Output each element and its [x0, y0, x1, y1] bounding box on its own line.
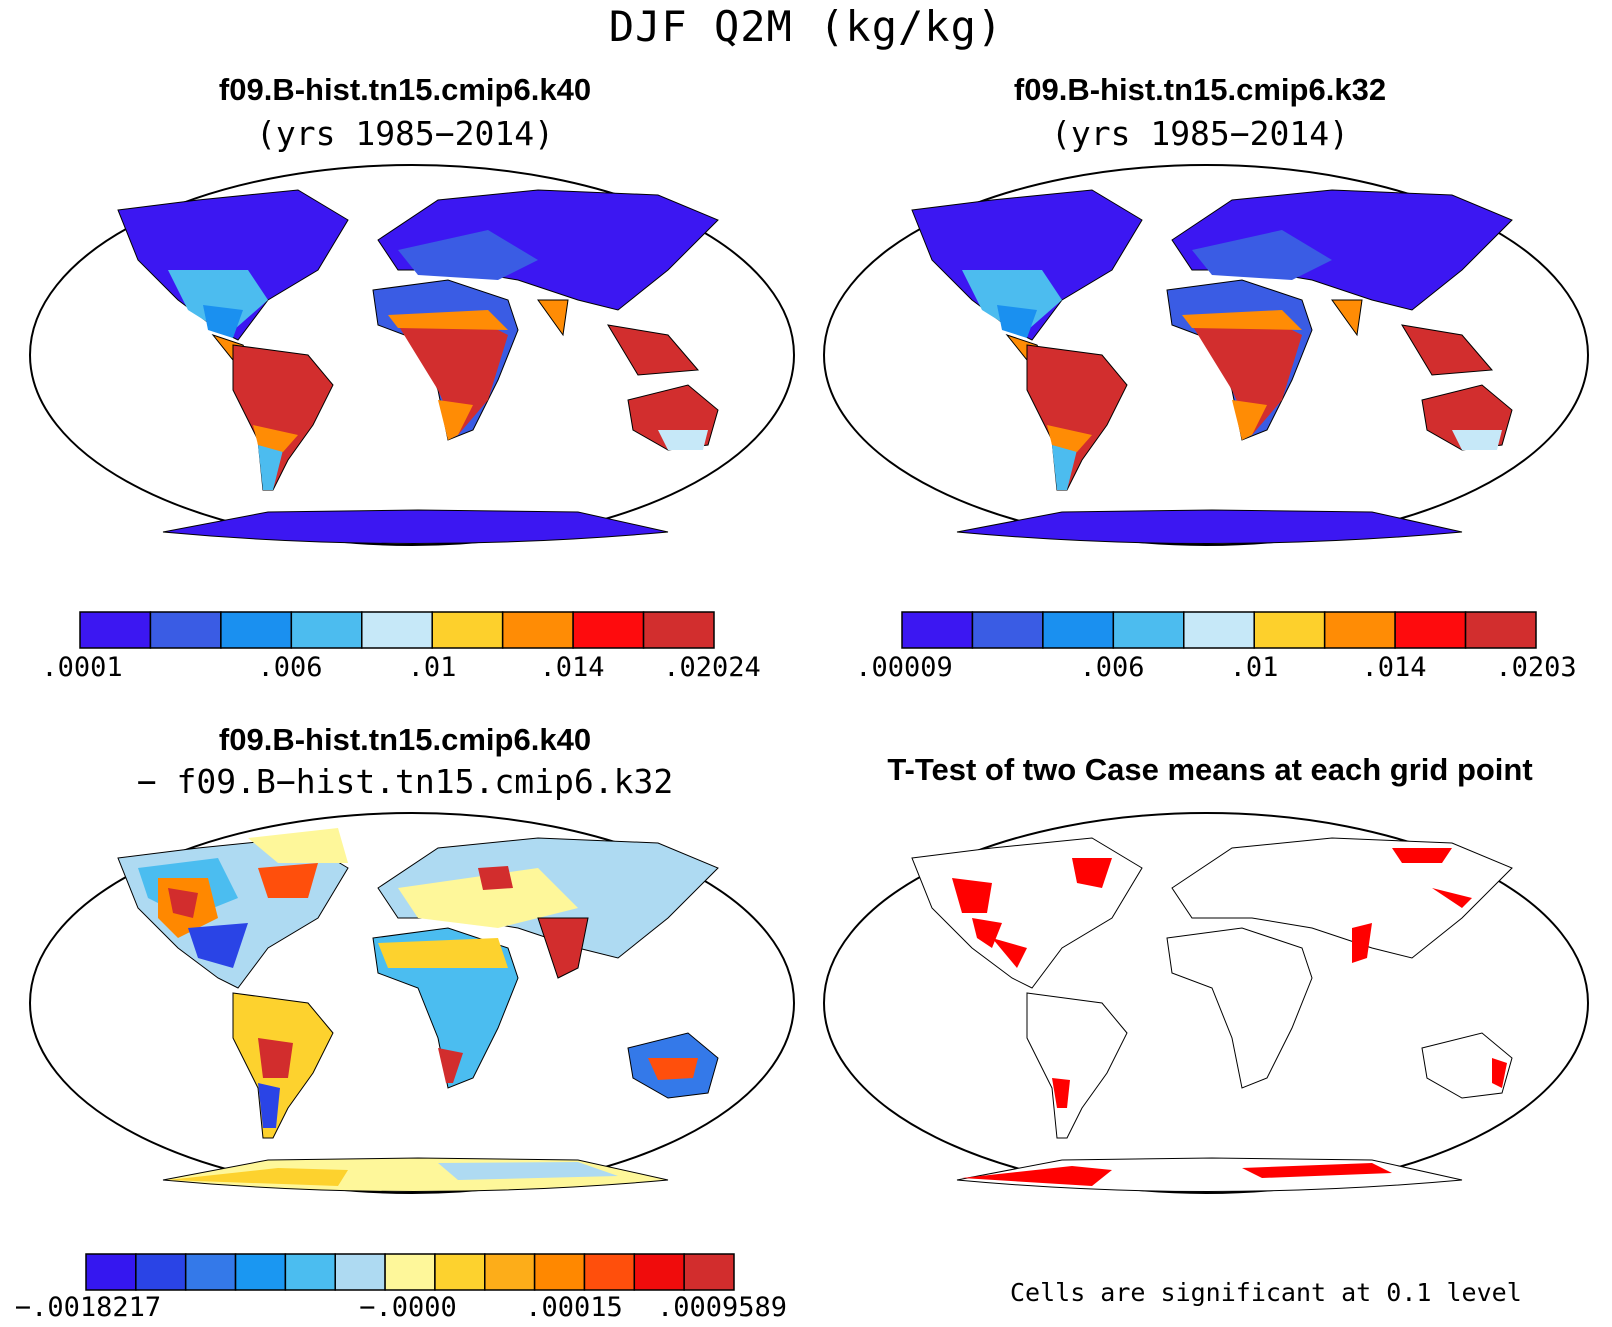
figure-title: DJF Q2M (kg/kg): [608, 2, 1004, 51]
colorbar-bottom-left-label: .0009589: [656, 1292, 788, 1323]
colorbar-swatch: [284, 1253, 336, 1291]
colorbar-swatch: [533, 1253, 586, 1291]
colorbar-swatch: [434, 1253, 486, 1291]
colorbar-top-left-label: .006: [257, 652, 323, 683]
colorbar-swatch: [572, 611, 645, 649]
colorbar-top-right-label: .01: [1229, 652, 1279, 683]
colorbar-swatch: [1464, 611, 1537, 649]
map-top-right: [823, 164, 1589, 546]
colorbar-swatch: [361, 611, 433, 649]
colorbar-swatch: [290, 611, 363, 649]
colorbar-swatch: [149, 611, 222, 649]
colorbar-swatch: [1394, 611, 1467, 649]
colorbar-swatch: [384, 1253, 436, 1291]
colorbar-swatch: [683, 1253, 735, 1291]
panel-title-top-left: f09.B-hist.tn15.cmip6.k40: [218, 72, 592, 107]
colorbar-swatch: [234, 1253, 287, 1291]
panel-years-top-left: (yrs 1985−2014): [255, 114, 554, 153]
panel-title-bottom-right: T-Test of two Case means at each grid po…: [887, 752, 1533, 787]
colorbar-bottom-left-label: −.0018217: [14, 1292, 162, 1323]
colorbar-swatch: [642, 611, 715, 649]
colorbar-top-right-label: .0203: [1495, 652, 1577, 683]
colorbar-swatch: [184, 1253, 237, 1291]
colorbar-top-right-label: .00009: [855, 652, 953, 683]
panel-title-top-right: f09.B-hist.tn15.cmip6.k32: [1013, 72, 1387, 107]
colorbar-swatch: [431, 611, 504, 649]
colorbar-swatch: [1323, 611, 1396, 649]
colorbar-bottom-left-label: −.0000: [359, 1292, 457, 1323]
map-bottom-right: [823, 812, 1589, 1194]
colorbar-top-right-label: .014: [1361, 652, 1427, 683]
map-bottom-left: [29, 812, 795, 1194]
south-america-land: [232, 344, 334, 491]
colorbar-swatch: [901, 611, 974, 649]
colorbar-top-left-label: .02024: [663, 652, 761, 683]
colorbar-swatch: [85, 1253, 137, 1291]
panel-title-bottom-left: f09.B-hist.tn15.cmip6.k40: [218, 722, 592, 757]
significance-note: Cells are significant at 0.1 level: [1010, 1278, 1522, 1307]
colorbar-top-left-label: .0001: [41, 652, 123, 683]
panel-minus-bottom-left: − f09.B−hist.tn15.cmip6.k32: [136, 762, 674, 801]
colorbar-bottom-left: [85, 1253, 735, 1291]
colorbar-swatch: [135, 1253, 187, 1291]
colorbar-swatch: [334, 1253, 386, 1291]
colorbar-top-left-label: .01: [407, 652, 457, 683]
colorbar-swatch: [1183, 611, 1255, 649]
panel-years-top-right: (yrs 1985−2014): [1050, 114, 1349, 153]
colorbar-swatch: [583, 1253, 636, 1291]
colorbar-top-right: [901, 611, 1537, 649]
colorbar-swatch: [220, 611, 293, 649]
map-top-left: [29, 164, 795, 546]
colorbar-top-left: [79, 611, 715, 649]
colorbar-swatch: [1042, 611, 1115, 649]
colorbar-swatch: [633, 1253, 685, 1291]
colorbar-top-left-label: .014: [539, 652, 605, 683]
colorbar-swatch: [79, 611, 152, 649]
colorbar-swatch: [484, 1253, 536, 1291]
colorbar-bottom-left-label: .00015: [525, 1292, 623, 1323]
colorbar-swatch: [1253, 611, 1326, 649]
antarctica-land: [162, 509, 669, 544]
colorbar-swatch: [1112, 611, 1185, 649]
colorbar-swatch: [971, 611, 1044, 649]
colorbar-top-right-label: .006: [1079, 652, 1145, 683]
colorbar-swatch: [501, 611, 574, 649]
